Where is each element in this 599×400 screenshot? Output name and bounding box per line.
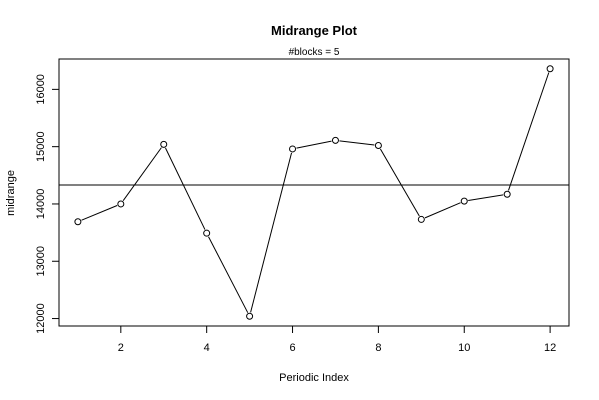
- series-segment: [296, 140, 332, 149]
- x-tick-label: 4: [204, 342, 210, 354]
- series-segment: [165, 147, 206, 230]
- data-point: [117, 200, 125, 208]
- y-tick-label: 13000: [35, 246, 47, 277]
- data-point: [289, 145, 297, 153]
- data-point: [546, 65, 554, 73]
- data-point: [503, 190, 511, 198]
- x-tick-label: 6: [289, 342, 295, 354]
- data-point: [374, 142, 382, 150]
- series-segment: [339, 140, 375, 146]
- data-point: [160, 140, 168, 148]
- series-segment: [250, 152, 293, 313]
- data-point: [417, 215, 425, 223]
- x-tick-label: 10: [458, 342, 470, 354]
- x-tick-label: 2: [118, 342, 124, 354]
- series-segment: [379, 148, 420, 217]
- series-segment: [424, 202, 461, 219]
- data-point: [74, 218, 82, 226]
- series-segment: [208, 236, 249, 313]
- y-axis-label: midrange: [5, 170, 17, 216]
- data-point: [246, 312, 254, 320]
- series-segment: [508, 72, 550, 191]
- plot-layer: 2 4 6 8 10 12 12000 13000 14000 15000 16000: [35, 65, 569, 354]
- chart-subtitle: #blocks = 5: [289, 47, 340, 58]
- chart-title: Midrange Plot: [271, 23, 358, 38]
- x-tick-label: 8: [375, 342, 381, 354]
- plot-frame: [58, 58, 570, 327]
- data-point: [203, 229, 211, 237]
- series-segment: [468, 194, 504, 201]
- y-tick-label: 12000: [35, 303, 47, 334]
- series-segment: [122, 147, 162, 202]
- data-point: [331, 136, 339, 144]
- y-tick-label: 16000: [35, 74, 47, 105]
- series-segment: [81, 205, 118, 221]
- x-axis-label: Periodic Index: [279, 372, 349, 384]
- data-point: [460, 197, 468, 205]
- x-tick-label: 12: [544, 342, 556, 354]
- y-tick-label: 15000: [35, 131, 47, 162]
- y-tick-label: 14000: [35, 189, 47, 220]
